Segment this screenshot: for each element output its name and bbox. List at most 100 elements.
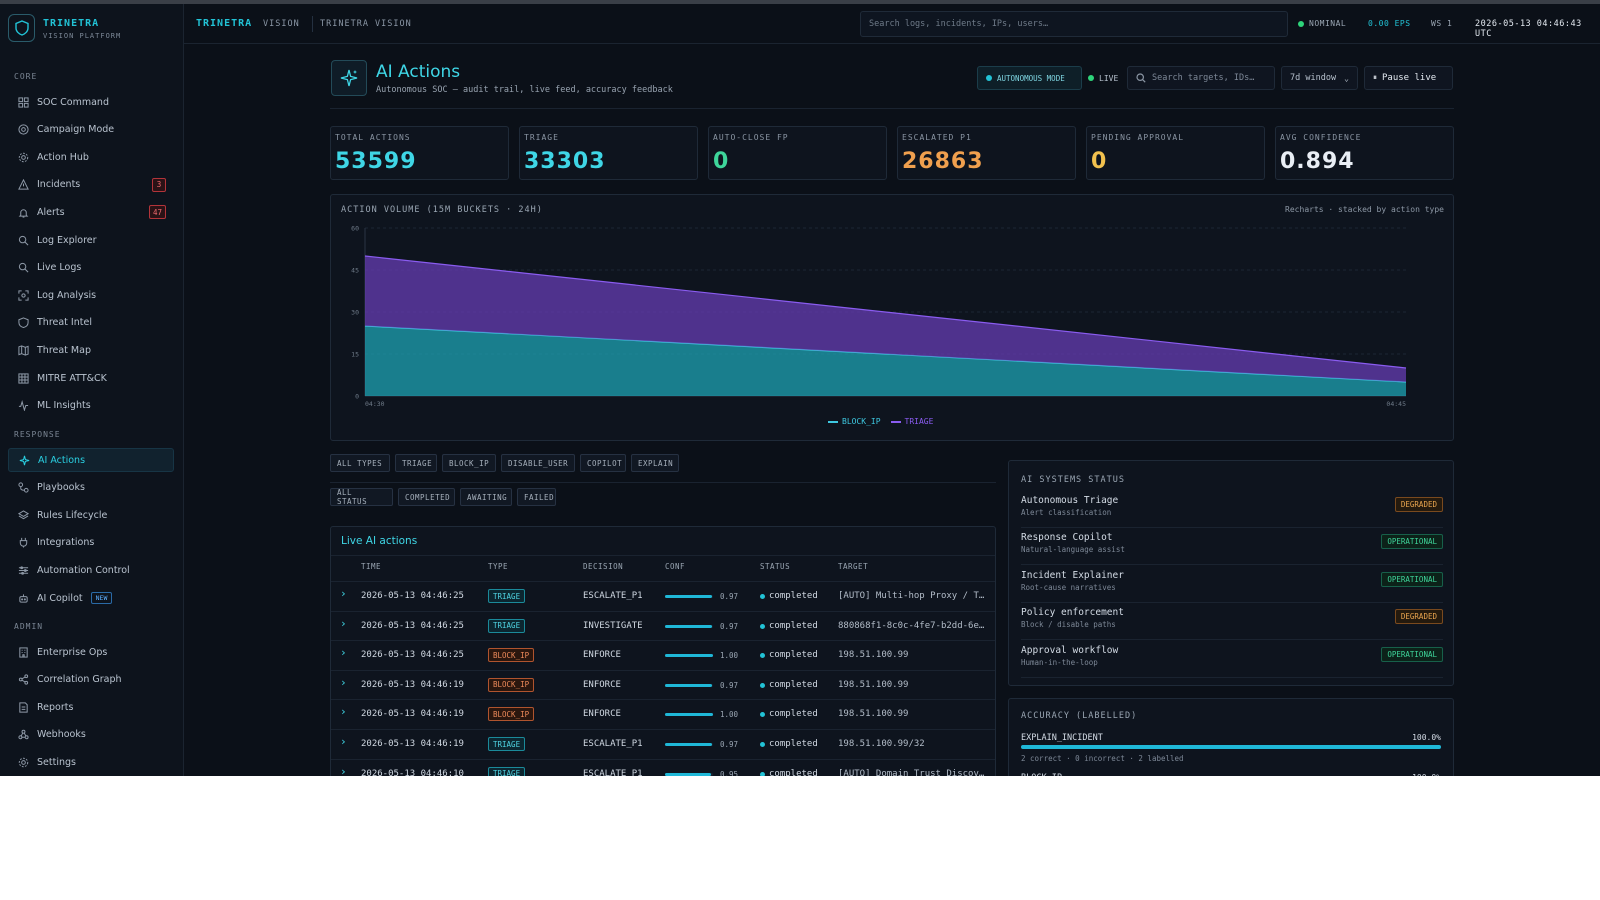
sidebar-item-rules-lifecycle[interactable]: Rules Lifecycle [8, 503, 174, 527]
sidebar-item-playbooks[interactable]: Playbooks [8, 476, 174, 500]
chevron-right-icon[interactable]: › [340, 675, 347, 689]
cell-decision: ESCALATE_P1 [583, 768, 643, 776]
table-row[interactable]: › 2026-05-13 04:46:10 TRIAGE ESCALATE_P1 0.9… [331, 758, 995, 776]
legend-item-triage[interactable]: TRIAGE [890, 417, 934, 426]
col-target[interactable]: TARGET [838, 562, 869, 571]
sidebar-item-alerts[interactable]: Alerts 47 [8, 200, 174, 224]
cell-target: [AUTO] Multi-hop Proxy / T… [838, 591, 985, 601]
y-tick-label: 0 [355, 393, 359, 401]
page-title: AI Actions [376, 62, 461, 82]
action-volume-chart: ACTION VOLUME (15M BUCKETS · 24H) Rechar… [330, 194, 1454, 441]
filter-type-copilot[interactable]: COPILOT [580, 454, 626, 472]
target-search-input[interactable]: Search targets, IDs… [1127, 66, 1275, 90]
y-tick-label: 60 [351, 225, 359, 233]
status-dot-icon [1298, 20, 1304, 27]
table-row[interactable]: › 2026-05-13 04:46:25 TRIAGE ESCALATE_P1 0.9… [331, 581, 995, 610]
col-status[interactable]: STATUS [760, 562, 791, 571]
sidebar-item-webhooks[interactable]: Webhooks [8, 723, 174, 747]
y-tick-label: 30 [351, 309, 359, 317]
system-name: Approval workflow [1021, 644, 1119, 656]
accuracy-title: ACCURACY (LABELLED) [1021, 711, 1138, 721]
global-search-input[interactable]: Search logs, incidents, IPs, users… [860, 11, 1288, 37]
table-row[interactable]: › 2026-05-13 04:46:25 BLOCK_IP ENFORCE 1.00 c… [331, 640, 995, 669]
sidebar-item-log-analysis[interactable]: Log Analysis [8, 283, 174, 307]
sidebar-item-threat-intel[interactable]: Threat Intel [8, 311, 174, 335]
live-dot-icon [1088, 75, 1094, 81]
app-window: TRINETRA VISION PLATFORM CORE SOC Comman… [0, 4, 1600, 776]
system-row-autonomous-triage[interactable]: Autonomous Triage Alert classification DEG… [1021, 491, 1443, 528]
col-decision[interactable]: DECISION [583, 562, 624, 571]
autonomous-mode-toggle[interactable]: AUTONOMOUS MODE [977, 66, 1082, 90]
plug-icon [17, 537, 29, 549]
shield-icon [17, 317, 29, 329]
pause-live-button[interactable]: ⏸ Pause live [1364, 66, 1453, 90]
filter-status-all-status[interactable]: ALL STATUS [330, 488, 393, 506]
col-time[interactable]: TIME [361, 562, 382, 571]
sidebar-item-settings[interactable]: Settings [8, 750, 174, 774]
sidebar-item-label: Campaign Mode [37, 124, 115, 136]
system-row-approval-workflow[interactable]: Approval workflow Human-in-the-loop OPERAT… [1021, 641, 1443, 678]
sidebar-item-ai-actions[interactable]: AI Actions [8, 448, 174, 472]
webhook-icon [17, 729, 29, 741]
sidebar-item-reports[interactable]: Reports [8, 695, 174, 719]
sidebar-item-threat-map[interactable]: Threat Map [8, 338, 174, 362]
filter-status-completed[interactable]: COMPLETED [398, 488, 455, 506]
gear-icon [17, 151, 29, 163]
sidebar-item-ml-insights[interactable]: ML Insights [8, 394, 174, 418]
page-header: AI Actions Autonomous SOC — audit trail,… [330, 58, 1454, 98]
sidebar-item-enterprise-ops[interactable]: Enterprise Ops [8, 640, 174, 664]
sidebar-item-ai-copilot[interactable]: AI Copilot NEW [8, 586, 174, 610]
cell-target: 198.51.100.99/32 [838, 739, 925, 749]
chevron-right-icon[interactable]: › [340, 646, 347, 660]
filter-type-all-types[interactable]: ALL TYPES [330, 454, 390, 472]
table-row[interactable]: › 2026-05-13 04:46:25 TRIAGE INVESTIGATE 0.9… [331, 610, 995, 640]
system-row-incident-explainer[interactable]: Incident Explainer Root-cause narratives O… [1021, 566, 1443, 603]
topbar-brand[interactable]: TRINETRA [196, 18, 253, 29]
chevron-right-icon[interactable]: › [340, 735, 347, 748]
sliders-icon [17, 564, 29, 576]
sidebar-item-mitre-att-ck[interactable]: MITRE ATT&CK [8, 366, 174, 390]
chevron-right-icon[interactable]: › [340, 587, 347, 600]
system-row-policy-enforcement[interactable]: Policy enforcement Block / disable paths D… [1021, 603, 1443, 641]
filter-type-disable-user[interactable]: DISABLE_USER [501, 454, 575, 472]
sidebar-item-correlation-graph[interactable]: Correlation Graph [8, 668, 174, 692]
filter-type-block-ip[interactable]: BLOCK_IP [442, 454, 496, 472]
filter-status-failed[interactable]: FAILED [517, 488, 556, 506]
sidebar-item-campaign-mode[interactable]: Campaign Mode [8, 118, 174, 142]
col-conf[interactable]: CONF [665, 562, 686, 571]
legend-label: TRIAGE [904, 417, 934, 426]
kpi-value: 0 [713, 149, 730, 174]
system-row-response-copilot[interactable]: Response Copilot Natural-language assist O… [1021, 528, 1443, 566]
sidebar-item-label: Automation Control [37, 564, 130, 576]
sidebar-item-incidents[interactable]: Incidents 3 [8, 173, 174, 197]
cell-decision: ESCALATE_P1 [583, 739, 643, 749]
cell-status: completed [769, 739, 818, 749]
chevron-right-icon[interactable]: › [340, 616, 347, 630]
chevron-right-icon[interactable]: › [340, 764, 347, 776]
brand[interactable]: TRINETRA VISION PLATFORM [8, 14, 178, 48]
filter-type-explain[interactable]: EXPLAIN [631, 454, 679, 472]
confidence-bar [665, 595, 713, 598]
section-label-core: CORE [14, 72, 38, 81]
col-type[interactable]: TYPE [488, 562, 509, 571]
sidebar-item-log-explorer[interactable]: Log Explorer [8, 228, 174, 252]
table-row[interactable]: › 2026-05-13 04:46:19 BLOCK_IP ENFORCE 0.97 c… [331, 669, 995, 699]
chevron-right-icon[interactable]: › [340, 705, 347, 719]
sidebar-item-action-hub[interactable]: Action Hub [8, 145, 174, 169]
window-select[interactable]: 7d window ⌄ [1281, 66, 1358, 90]
sidebar-item-soc-command[interactable]: SOC Command [8, 90, 174, 114]
header-divider [330, 108, 1454, 109]
filter-status-awaiting[interactable]: AWAITING [460, 488, 512, 506]
sidebar-item-live-logs[interactable]: Live Logs [8, 256, 174, 280]
type-badge: BLOCK_IP [488, 707, 535, 722]
sidebar: TRINETRA VISION PLATFORM CORE SOC Comman… [0, 4, 184, 776]
filter-type-triage[interactable]: TRIAGE [395, 454, 437, 472]
accuracy-bar [1021, 745, 1441, 749]
table-row[interactable]: › 2026-05-13 04:46:19 BLOCK_IP ENFORCE 1.00 c… [331, 699, 995, 728]
sidebar-item-integrations[interactable]: Integrations [8, 531, 174, 555]
legend-item-block-ip[interactable]: BLOCK_IP [828, 417, 881, 426]
sidebar-item-label: MITRE ATT&CK [37, 372, 107, 384]
table-row[interactable]: › 2026-05-13 04:46:19 TRIAGE ESCALATE_P1 0.9… [331, 729, 995, 758]
sidebar-item-label: AI Actions [38, 454, 86, 466]
sidebar-item-automation-control[interactable]: Automation Control [8, 558, 174, 582]
